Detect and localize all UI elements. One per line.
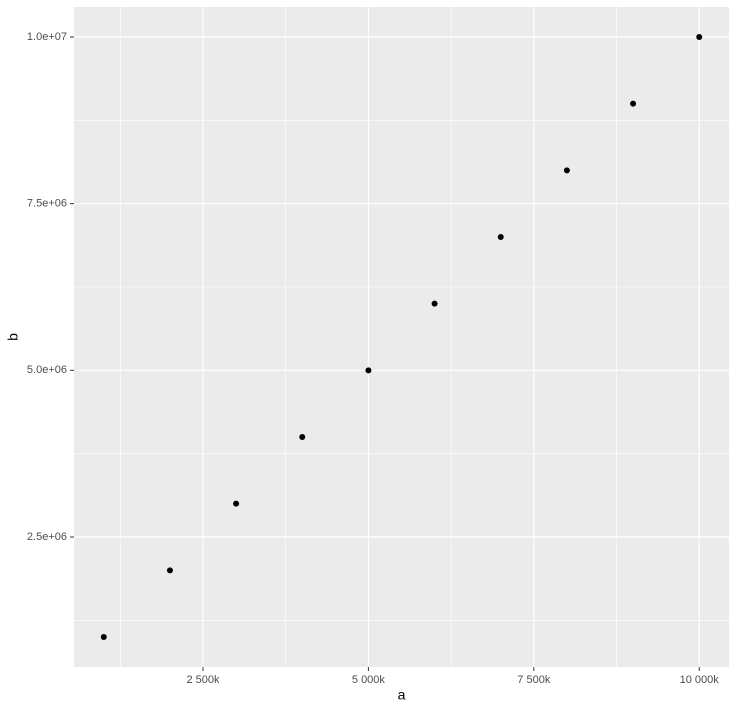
point <box>563 167 570 174</box>
x-tick-label: 10 000k <box>680 674 720 686</box>
x-tick-label: 7 500k <box>517 674 551 686</box>
point <box>431 300 438 307</box>
point <box>365 367 372 374</box>
point <box>497 234 504 240</box>
point <box>630 100 637 107</box>
y-axis-title: b <box>5 333 21 341</box>
y-tick-label: 7.5e+06 <box>27 198 67 210</box>
panel <box>74 7 729 667</box>
y-tick-label: 1.0e+07 <box>27 31 67 43</box>
x-tick-label: 5 000k <box>352 674 386 686</box>
point <box>233 500 240 507</box>
x-axis-title: a <box>398 687 406 703</box>
point <box>299 434 306 440</box>
y-tick-label: 2.5e+06 <box>27 531 67 543</box>
x-tick-label: 2 500k <box>186 674 220 686</box>
point <box>166 567 173 574</box>
point <box>100 634 107 640</box>
point <box>696 34 703 40</box>
y-tick-label: 5.0e+06 <box>27 364 67 376</box>
